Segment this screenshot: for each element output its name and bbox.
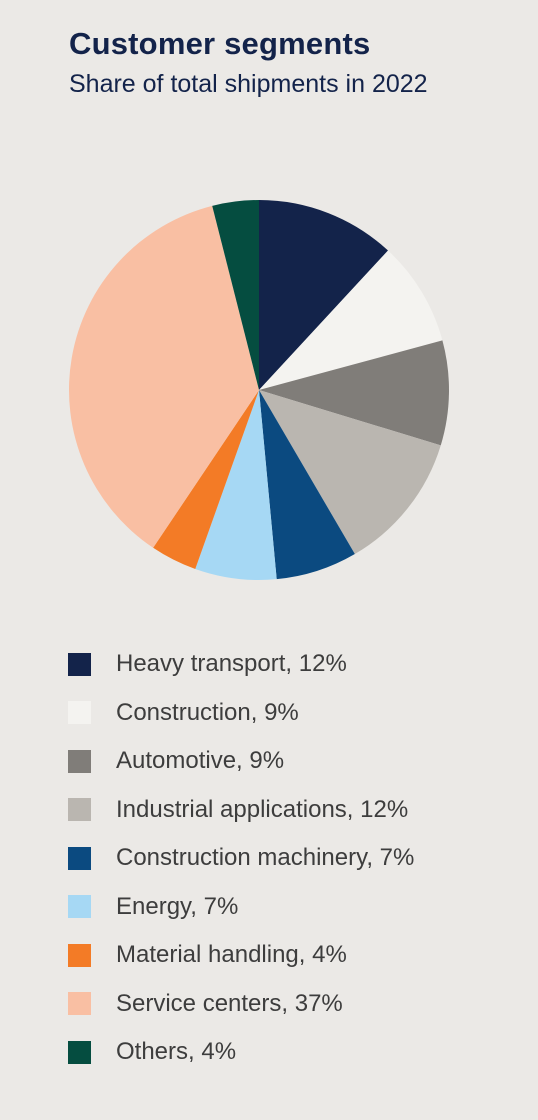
- pie-slice-construction: [259, 250, 443, 390]
- pie-slice-heavy-transport: [259, 200, 389, 390]
- legend-item: Service centers, 37%: [68, 980, 414, 1029]
- legend-label: Construction, 9%: [116, 698, 299, 726]
- legend-swatch: [68, 846, 91, 870]
- legend-item: Construction, 9%: [68, 689, 414, 738]
- pie-slice-industrial-applications: [259, 390, 441, 555]
- legend-label: Heavy transport, 12%: [116, 650, 347, 678]
- legend-swatch: [68, 992, 91, 1016]
- chart-legend: Heavy transport, 12% Construction, 9% Auto…: [68, 640, 414, 1077]
- legend-swatch: [68, 701, 91, 725]
- pie-slice-material-handling: [153, 390, 259, 569]
- legend-label: Energy, 7%: [116, 892, 239, 920]
- legend-label: Others, 4%: [116, 1038, 237, 1066]
- pie-slice-construction-machinery: [259, 390, 355, 580]
- legend-swatch: [68, 749, 91, 773]
- legend-label: Material handling, 4%: [116, 941, 347, 969]
- legend-item: Material handling, 4%: [68, 931, 414, 980]
- legend-label: Construction machinery, 7%: [116, 844, 415, 872]
- pie-slice-automotive: [259, 340, 449, 446]
- legend-item: Heavy transport, 12%: [68, 640, 414, 689]
- legend-swatch: [68, 798, 91, 822]
- legend-label: Automotive, 9%: [116, 747, 285, 775]
- legend-item: Others, 4%: [68, 1028, 414, 1077]
- chart-title: Customer segments: [69, 26, 371, 61]
- legend-swatch: [68, 895, 91, 919]
- legend-swatch: [68, 652, 91, 676]
- pie-slice-service-centers: [68, 205, 259, 548]
- pie-chart: [68, 200, 449, 580]
- legend-swatch: [68, 943, 91, 967]
- legend-item: Energy, 7%: [68, 883, 414, 932]
- legend-swatch: [68, 1040, 91, 1064]
- pie-slice-energy: [195, 390, 277, 580]
- legend-item: Industrial applications, 12%: [68, 786, 414, 835]
- pie-slice-others: [212, 200, 259, 390]
- legend-item: Construction machinery, 7%: [68, 834, 414, 883]
- legend-label: Service centers, 37%: [116, 989, 343, 1017]
- legend-item: Automotive, 9%: [68, 737, 414, 786]
- chart-subtitle: Share of total shipments in 2022: [69, 70, 428, 98]
- legend-label: Industrial applications, 12%: [116, 795, 409, 823]
